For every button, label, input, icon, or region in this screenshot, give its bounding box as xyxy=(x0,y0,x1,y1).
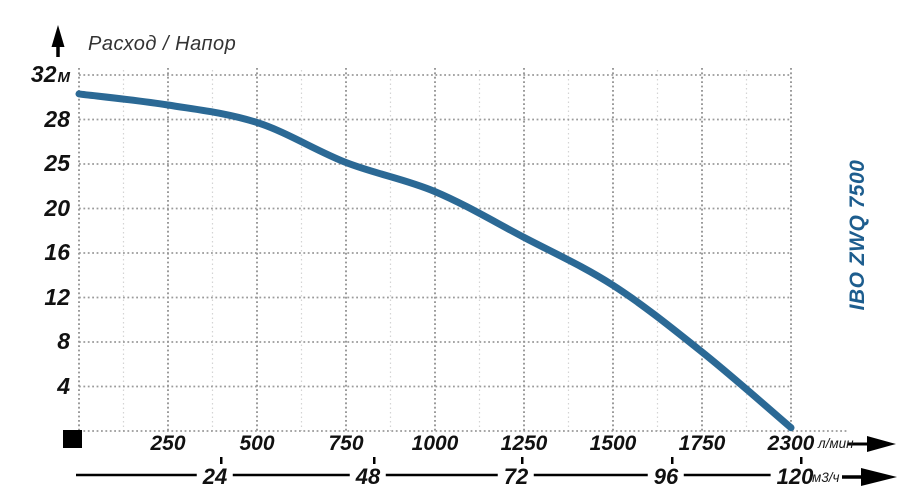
x2-tick-label: 24 xyxy=(196,464,234,490)
x1-tick-label: 1750 xyxy=(678,432,726,455)
y-tick-label: 8 xyxy=(57,328,70,354)
y-axis-arrow-icon xyxy=(51,25,65,47)
x2-axis-tick xyxy=(521,457,524,466)
y-tick-label: 4 xyxy=(57,372,70,399)
x2-tick-label: 48 xyxy=(349,464,387,490)
x1-tick-label: 250 xyxy=(150,432,186,455)
x2-axis-tick xyxy=(800,457,803,466)
x2-axis-unit-label: м3/ч xyxy=(812,470,840,485)
x2-tick-label: 96 xyxy=(647,464,685,490)
x1-tick-label: 500 xyxy=(239,432,275,455)
x1-tick-label: 1250 xyxy=(500,432,548,455)
y-tick-label: 20 xyxy=(44,194,70,221)
x1-tick-label: 2300 xyxy=(767,432,815,455)
x2-tick-label: 72 xyxy=(497,464,535,490)
y-tick-label: 16 xyxy=(44,239,70,265)
y-tick-label: 32М xyxy=(30,61,71,87)
origin-square xyxy=(63,430,82,448)
pump-model-label: IBO ZWQ 7500 xyxy=(846,159,869,311)
x2-axis-tick xyxy=(220,457,223,466)
x1-axis-unit-label: л/мин xyxy=(818,436,854,451)
x2-axis-tick xyxy=(373,457,376,466)
y-tick-label: 12 xyxy=(44,283,70,310)
y-tick-label: 25 xyxy=(44,150,70,176)
chart-title: Расход / Напор xyxy=(88,33,237,55)
y-axis-unit-label: М xyxy=(57,69,71,86)
x1-tick-label: 1500 xyxy=(589,432,637,455)
x1-tick-label: 750 xyxy=(328,432,364,455)
x1-axis-arrow-icon xyxy=(867,436,896,452)
y-tick-label: 28 xyxy=(44,105,70,132)
pump-curve xyxy=(75,90,795,432)
x1-tick-label: 1000 xyxy=(411,432,459,455)
x2-tick-label: 120 xyxy=(770,464,820,490)
x2-axis-tick xyxy=(671,457,674,466)
x2-axis-arrow-icon xyxy=(861,468,897,486)
